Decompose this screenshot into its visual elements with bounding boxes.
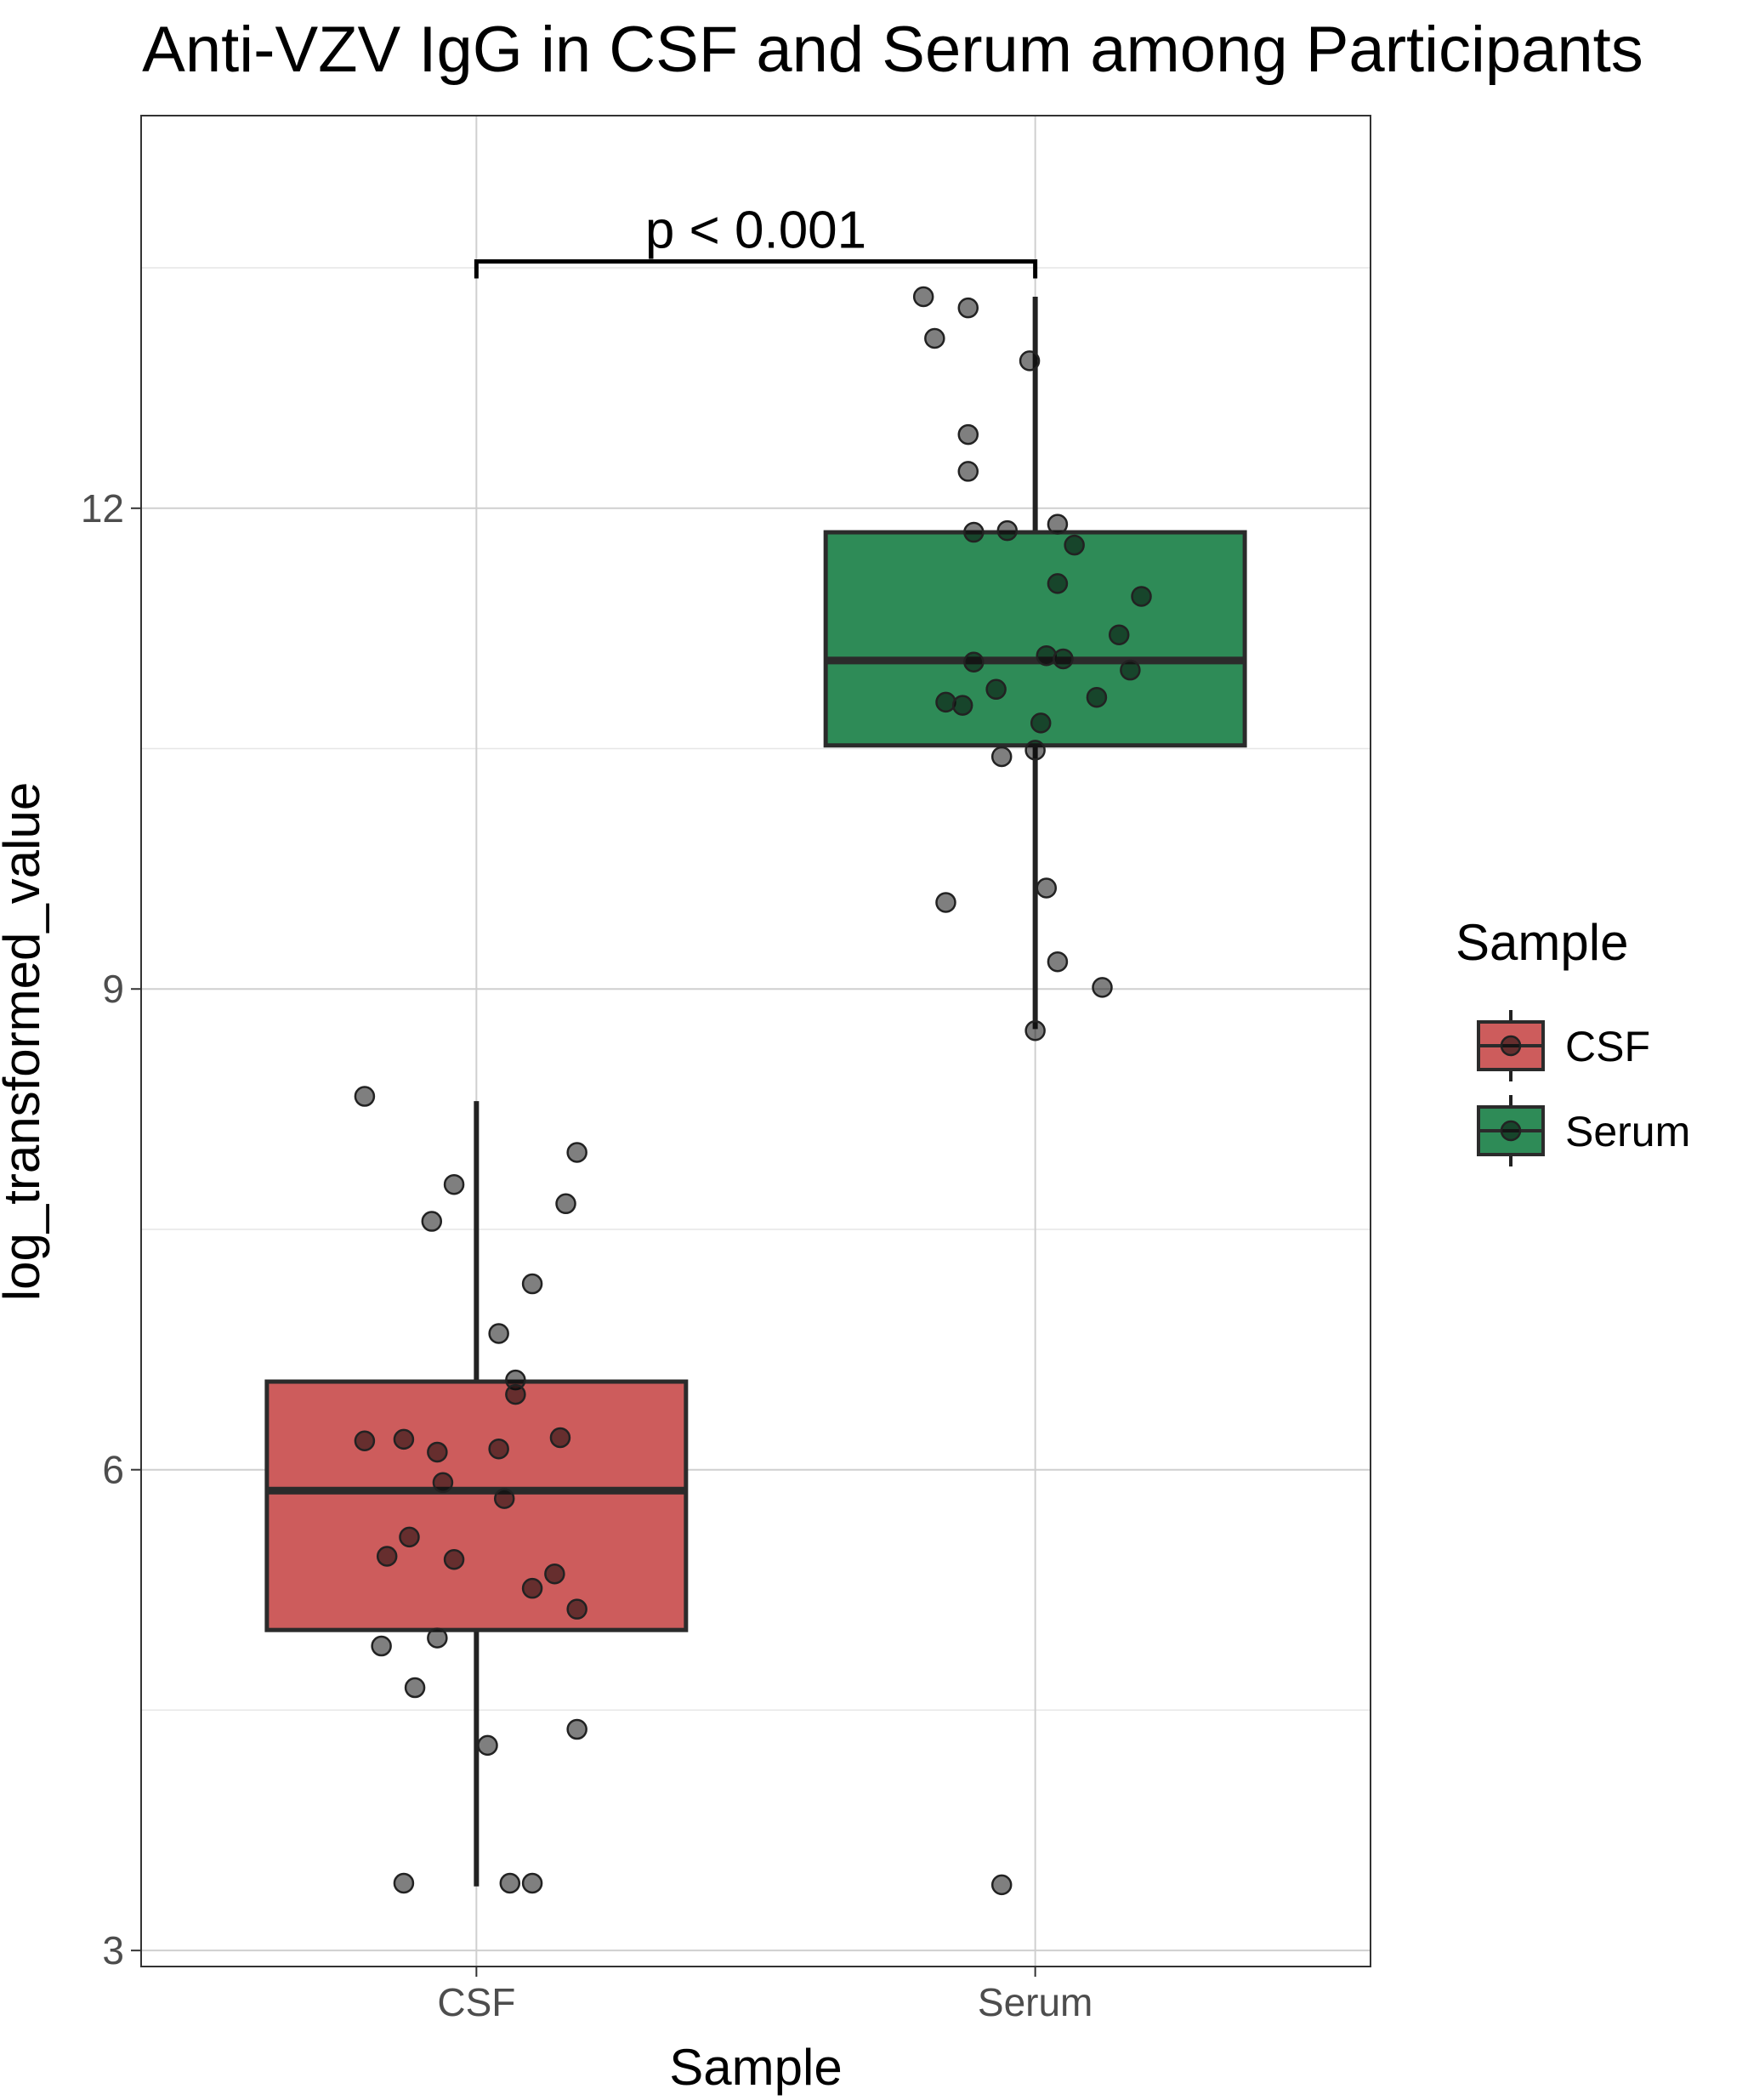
serum-data-point [1047, 514, 1069, 535]
serum-data-point [963, 521, 985, 543]
serum-data-point [1108, 624, 1130, 645]
y-tick-label: 12 [81, 486, 124, 531]
csf-data-point [499, 1872, 521, 1894]
serum-data-point [1036, 877, 1058, 899]
serum-box [823, 530, 1247, 748]
serum-data-point [951, 695, 973, 716]
csf-data-point [354, 1086, 376, 1107]
csf-data-point [505, 1383, 526, 1405]
serum-data-point [1047, 573, 1069, 594]
plot-panel-border [140, 115, 1371, 1967]
p-value-label: p < 0.001 [645, 201, 866, 260]
csf-data-point [443, 1548, 465, 1570]
legend: Sample CSF Serum [1456, 914, 1690, 1166]
serum-data-point [1086, 686, 1108, 708]
serum-data-point [957, 423, 979, 446]
serum-data-point [1092, 977, 1113, 998]
serum-data-point [1047, 951, 1069, 973]
serum-data-point [990, 746, 1013, 768]
x-tick-label: Serum [978, 1980, 1092, 2024]
csf-data-point [521, 1577, 543, 1599]
y-tick-label: 3 [102, 1928, 124, 1972]
csf-data-point [393, 1428, 415, 1450]
csf-data-point [477, 1734, 498, 1757]
axes: 3 6 9 12 CSF Serum [81, 486, 1093, 2024]
csf-data-point [432, 1472, 454, 1494]
serum-data-point [924, 327, 945, 349]
serum-data-point [1024, 740, 1046, 761]
x-tick-label: CSF [437, 1980, 515, 2024]
chart-title: Anti-VZV IgG in CSF and Serum among Part… [142, 14, 1643, 86]
csf-data-point [443, 1173, 465, 1195]
boxes [264, 296, 1247, 1887]
serum-data-point [935, 892, 956, 913]
legend-csf-point [1500, 1035, 1522, 1057]
csf-data-point [399, 1526, 420, 1548]
serum-data-point [990, 1874, 1013, 1896]
csf-data-point [566, 1142, 587, 1163]
serum-data-point [1053, 648, 1074, 670]
serum-data-point [1036, 644, 1058, 667]
legend-title: Sample [1456, 914, 1628, 971]
legend-csf-label: CSF [1565, 1023, 1650, 1070]
csf-data-point [493, 1488, 515, 1509]
csf-data-point [566, 1598, 587, 1620]
csf-data-point [555, 1193, 576, 1215]
y-tick-label: 9 [102, 967, 124, 1011]
data-points [354, 286, 1152, 1896]
serum-data-point [963, 651, 985, 673]
serum-data-point [957, 461, 979, 482]
csf-data-point [521, 1872, 543, 1894]
csf-data-point [488, 1323, 509, 1344]
legend-serum-label: Serum [1565, 1108, 1690, 1155]
csf-data-point [566, 1718, 587, 1740]
y-tick-label: 6 [102, 1448, 124, 1492]
legend-serum-point [1500, 1120, 1522, 1142]
csf-data-point [393, 1872, 415, 1894]
serum-data-point [1120, 659, 1141, 681]
serum-data-point [1064, 534, 1085, 556]
csf-data-point [549, 1427, 571, 1449]
p-value-bracket-line [474, 259, 1038, 279]
csf-data-point [404, 1677, 426, 1699]
serum-data-point [1030, 712, 1052, 734]
csf-data-point [427, 1627, 448, 1649]
csf-data-point [521, 1273, 543, 1295]
y-axis-title: log_transformed_value [0, 782, 50, 1301]
serum-data-point [1019, 350, 1041, 372]
significance-bracket [474, 259, 1038, 279]
csf-data-point [354, 1430, 376, 1452]
serum-data-point [912, 286, 934, 308]
serum-data-point [1024, 1019, 1046, 1041]
csf-data-point [371, 1635, 392, 1657]
x-axis-title: Sample [669, 2039, 842, 2096]
serum-data-point [996, 519, 1019, 542]
csf-data-point [421, 1211, 443, 1232]
csf-data-point [376, 1546, 398, 1567]
serum-data-point [985, 678, 1007, 701]
grid [141, 116, 1371, 1967]
csf-data-point [427, 1441, 448, 1463]
csf-box [264, 1379, 689, 1632]
csf-data-point [488, 1438, 509, 1460]
serum-data-point [935, 691, 956, 713]
serum-data-point [957, 297, 979, 319]
csf-data-point [544, 1563, 565, 1585]
serum-data-point [1131, 586, 1152, 607]
